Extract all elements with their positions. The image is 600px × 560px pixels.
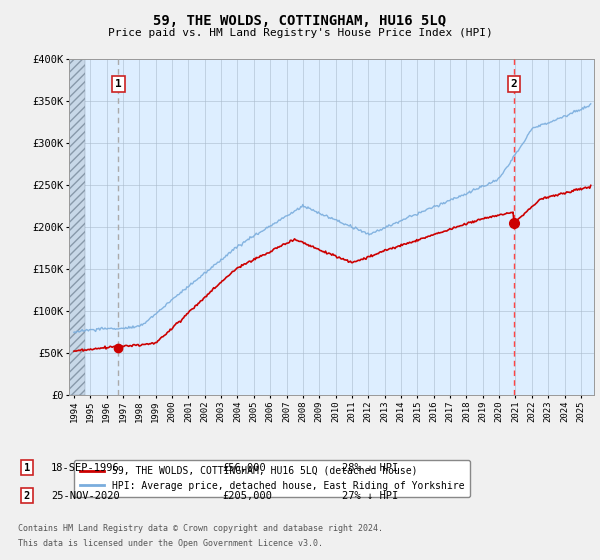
Text: 1: 1 <box>24 463 30 473</box>
Text: 1: 1 <box>115 79 122 89</box>
Legend: 59, THE WOLDS, COTTINGHAM, HU16 5LQ (detached house), HPI: Average price, detach: 59, THE WOLDS, COTTINGHAM, HU16 5LQ (det… <box>74 460 470 497</box>
Text: £205,000: £205,000 <box>222 491 272 501</box>
Text: 25-NOV-2020: 25-NOV-2020 <box>51 491 120 501</box>
Text: 18-SEP-1996: 18-SEP-1996 <box>51 463 120 473</box>
Text: 28% ↓ HPI: 28% ↓ HPI <box>342 463 398 473</box>
Text: Price paid vs. HM Land Registry's House Price Index (HPI): Price paid vs. HM Land Registry's House … <box>107 28 493 38</box>
Text: 59, THE WOLDS, COTTINGHAM, HU16 5LQ: 59, THE WOLDS, COTTINGHAM, HU16 5LQ <box>154 14 446 28</box>
Text: 27% ↓ HPI: 27% ↓ HPI <box>342 491 398 501</box>
Text: 2: 2 <box>511 79 517 89</box>
Text: 2: 2 <box>24 491 30 501</box>
Text: This data is licensed under the Open Government Licence v3.0.: This data is licensed under the Open Gov… <box>18 539 323 548</box>
Bar <box>69 59 85 395</box>
Text: £56,000: £56,000 <box>222 463 266 473</box>
Text: Contains HM Land Registry data © Crown copyright and database right 2024.: Contains HM Land Registry data © Crown c… <box>18 524 383 533</box>
